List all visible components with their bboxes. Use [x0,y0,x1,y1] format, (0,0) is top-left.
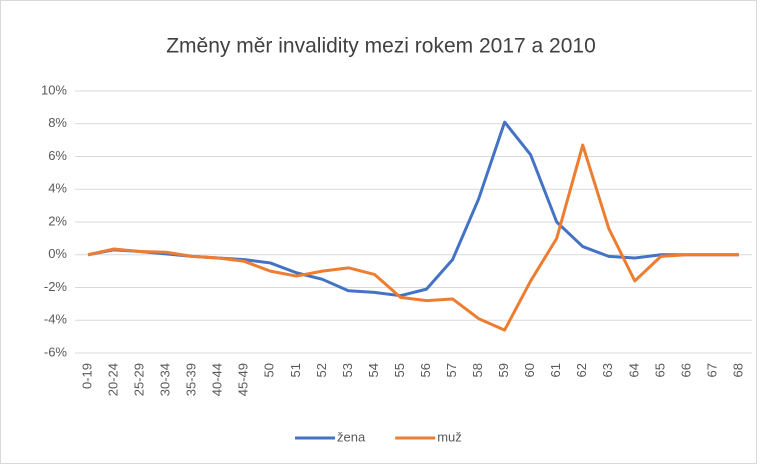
x-tick-label: 56 [418,363,433,377]
y-tick-label: 2% [48,213,67,228]
x-tick-label: 58 [470,363,485,377]
y-tick-label: 4% [48,181,67,196]
x-tick-label: 68 [730,363,745,377]
x-tick-label: 63 [600,363,615,377]
legend-label: žena [337,429,366,444]
x-tick-label: 55 [392,363,407,377]
x-tick-label: 61 [548,363,563,377]
x-tick-label: 30-34 [158,363,173,396]
x-tick-label: 25-29 [132,363,147,396]
x-tick-label: 60 [522,363,537,377]
x-tick-label: 67 [704,363,719,377]
x-tick-label: 20-24 [105,363,120,396]
x-tick-label: 59 [496,363,511,377]
legend-label: muž [437,429,462,444]
x-tick-label: 62 [574,363,589,377]
y-tick-label: 10% [41,82,67,97]
x-tick-label: 52 [314,363,329,377]
x-tick-label: 65 [652,363,667,377]
x-tick-label: 66 [678,363,693,377]
x-tick-label: 57 [444,363,459,377]
x-tick-label: 0-19 [79,363,94,389]
y-tick-label: -6% [44,344,68,359]
chart-title: Změny měr invalidity mezi rokem 2017 a 2… [166,35,596,58]
y-tick-label: 6% [48,148,67,163]
x-tick-label: 40-44 [210,363,225,396]
y-tick-label: 8% [48,115,67,130]
x-tick-label: 45-49 [236,363,251,396]
y-tick-label: -4% [44,312,68,327]
x-tick-label: 50 [262,363,277,377]
series-line [87,143,739,332]
x-tick-label: 35-39 [184,363,199,396]
y-tick-label: -2% [44,279,68,294]
y-tick-label: 0% [48,246,67,261]
x-tick-label: 53 [340,363,355,377]
x-tick-label: 51 [288,363,303,377]
x-tick-label: 54 [366,363,381,377]
x-tick-label: 64 [626,363,641,377]
